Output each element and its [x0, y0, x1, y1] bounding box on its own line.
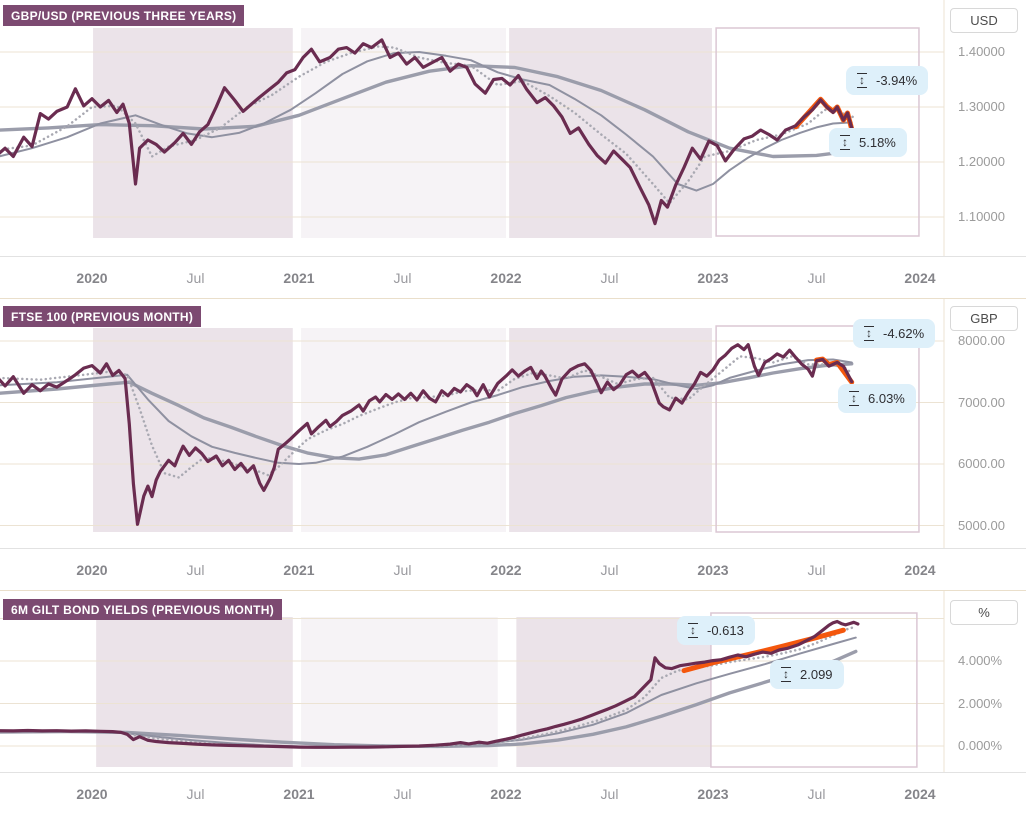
price-unit-label: %: [950, 600, 1018, 625]
x-axis-tick-label: 2021: [283, 561, 315, 578]
year-shading-band: [509, 328, 712, 532]
x-axis-tick-label: Jul: [186, 561, 205, 578]
y-axis-tick-label: 5000.00: [958, 517, 1005, 533]
x-axis-tick-label: Jul: [186, 785, 205, 802]
x-axis-tick-label: Jul: [807, 785, 826, 802]
x-axis-tick-label: Jul: [393, 785, 412, 802]
chart-title-badge: GBP/USD (PREVIOUS THREE YEARS): [3, 5, 245, 26]
measure-icon: ↕: [864, 326, 874, 341]
y-axis-tick-label: 7000.00: [958, 394, 1005, 410]
y-axis-tick-label: 1.10000: [958, 209, 1005, 224]
y-axis-tick-label: 1.40000: [958, 44, 1005, 59]
x-axis-tick-label: Jul: [393, 561, 412, 578]
measurement-value: -3.94%: [876, 73, 918, 88]
measurement-badge[interactable]: ↕ -4.62%: [853, 319, 936, 348]
x-axis-tick-label: 2021: [283, 269, 315, 286]
ftse100-plot-area[interactable]: FTSE 100 (PREVIOUS MONTH) GBP 8000.00 700…: [0, 299, 1026, 549]
y-axis-tick-label: 2.000%: [958, 695, 1003, 711]
gilt-yields-chart-canvas[interactable]: [0, 591, 1026, 772]
y-axis-tick-label: 6000.00: [958, 456, 1005, 471]
gbpusd-chart-canvas[interactable]: [0, 0, 1026, 256]
measurement-value: 5.18%: [859, 135, 896, 150]
measurement-value: 6.03%: [868, 391, 905, 406]
x-axis-tick-label: Jul: [600, 561, 619, 578]
gilt-yields-x-axis: 2020 Jul 2021 Jul 2022 Jul 2023 Jul 2024: [0, 773, 1026, 814]
measurement-badge[interactable]: ↕ -3.94%: [846, 66, 929, 95]
recent-period-box[interactable]: [710, 612, 918, 768]
x-axis-tick-label: Jul: [186, 269, 205, 286]
year-shading-band: [93, 328, 293, 532]
measurement-badge[interactable]: ↕ 5.18%: [829, 128, 907, 157]
measure-icon: ↕: [688, 623, 698, 638]
x-axis-tick-label: Jul: [600, 269, 619, 286]
dotted-average-line: [0, 625, 858, 749]
y-axis-tick-label: 1.30000: [958, 99, 1005, 114]
price-line: [0, 343, 854, 526]
x-axis-tick-label: Jul: [600, 785, 619, 802]
x-axis-tick-label: 2020: [76, 785, 108, 802]
chart-panel-gbpusd: GBP/USD (PREVIOUS THREE YEARS) USD 1.400…: [0, 0, 1026, 299]
measure-icon: ↕: [849, 391, 859, 406]
slow-moving-average-line: [0, 649, 858, 749]
x-axis-tick-label: 2020: [76, 269, 108, 286]
year-shading-band: [93, 28, 293, 238]
x-axis-tick-label: 2022: [490, 785, 522, 802]
year-shading-band: [301, 28, 506, 238]
measurement-value: -4.62%: [883, 326, 925, 341]
price-unit-label: USD: [950, 8, 1018, 33]
gbpusd-x-axis: 2020 Jul 2021 Jul 2022 Jul 2023 Jul 2024: [0, 257, 1026, 299]
recent-period-box[interactable]: [715, 325, 920, 533]
y-axis-tick-label: 0.000%: [958, 738, 1003, 753]
measurement-badge[interactable]: ↕ 2.099: [770, 660, 844, 689]
gbpusd-plot-area[interactable]: GBP/USD (PREVIOUS THREE YEARS) USD 1.400…: [0, 0, 1026, 257]
price-unit-label: GBP: [950, 306, 1018, 331]
chart-title-badge: 6M GILT BOND YIELDS (PREVIOUS MONTH): [3, 599, 283, 620]
measurement-badge[interactable]: ↕ 6.03%: [838, 384, 916, 413]
x-axis-tick-label: Jul: [393, 269, 412, 286]
measurement-value: 2.099: [800, 667, 833, 682]
x-axis-tick-label: 2022: [490, 269, 522, 286]
chart-panel-ftse100: FTSE 100 (PREVIOUS MONTH) GBP 8000.00 700…: [0, 299, 1026, 591]
measurement-badge[interactable]: ↕ -0.613: [677, 616, 755, 645]
price-line: [0, 619, 860, 749]
x-axis-tick-label: 2022: [490, 561, 522, 578]
x-axis-tick-label: 2023: [697, 785, 729, 802]
y-axis-tick-label: 1.20000: [958, 154, 1005, 169]
x-axis-tick-label: 2020: [76, 561, 108, 578]
fast-moving-average-line: [0, 358, 853, 465]
recent-period-box[interactable]: [715, 27, 920, 237]
year-shading-band: [509, 28, 712, 238]
ftse100-x-axis: 2020 Jul 2021 Jul 2022 Jul 2023 Jul 2024: [0, 549, 1026, 591]
x-axis-tick-label: 2024: [904, 785, 936, 802]
measurement-value: -0.613: [707, 623, 744, 638]
measure-icon: ↕: [857, 73, 867, 88]
x-axis-tick-label: Jul: [807, 561, 826, 578]
x-axis-tick-label: 2024: [904, 561, 936, 578]
y-axis-tick-label: 8000.00: [958, 333, 1005, 348]
measure-icon: ↕: [781, 667, 791, 682]
x-axis-tick-label: 2023: [697, 561, 729, 578]
x-axis-tick-label: 2024: [904, 269, 936, 286]
trend-highlight-line: [681, 627, 846, 674]
x-axis-tick-label: Jul: [807, 269, 826, 286]
ftse100-chart-canvas[interactable]: [0, 299, 1026, 548]
x-axis-tick-label: 2021: [283, 785, 315, 802]
price-line: [0, 38, 854, 226]
chart-title-badge: FTSE 100 (PREVIOUS MONTH): [3, 306, 202, 327]
gilt-yields-plot-area[interactable]: 6M GILT BOND YIELDS (PREVIOUS MONTH) % 4…: [0, 591, 1026, 773]
x-axis-tick-label: 2023: [697, 269, 729, 286]
y-axis-tick-label: 4.000%: [958, 653, 1003, 668]
chart-panel-gilt-yields: 6M GILT BOND YIELDS (PREVIOUS MONTH) % 4…: [0, 591, 1026, 814]
measure-icon: ↕: [840, 135, 850, 150]
